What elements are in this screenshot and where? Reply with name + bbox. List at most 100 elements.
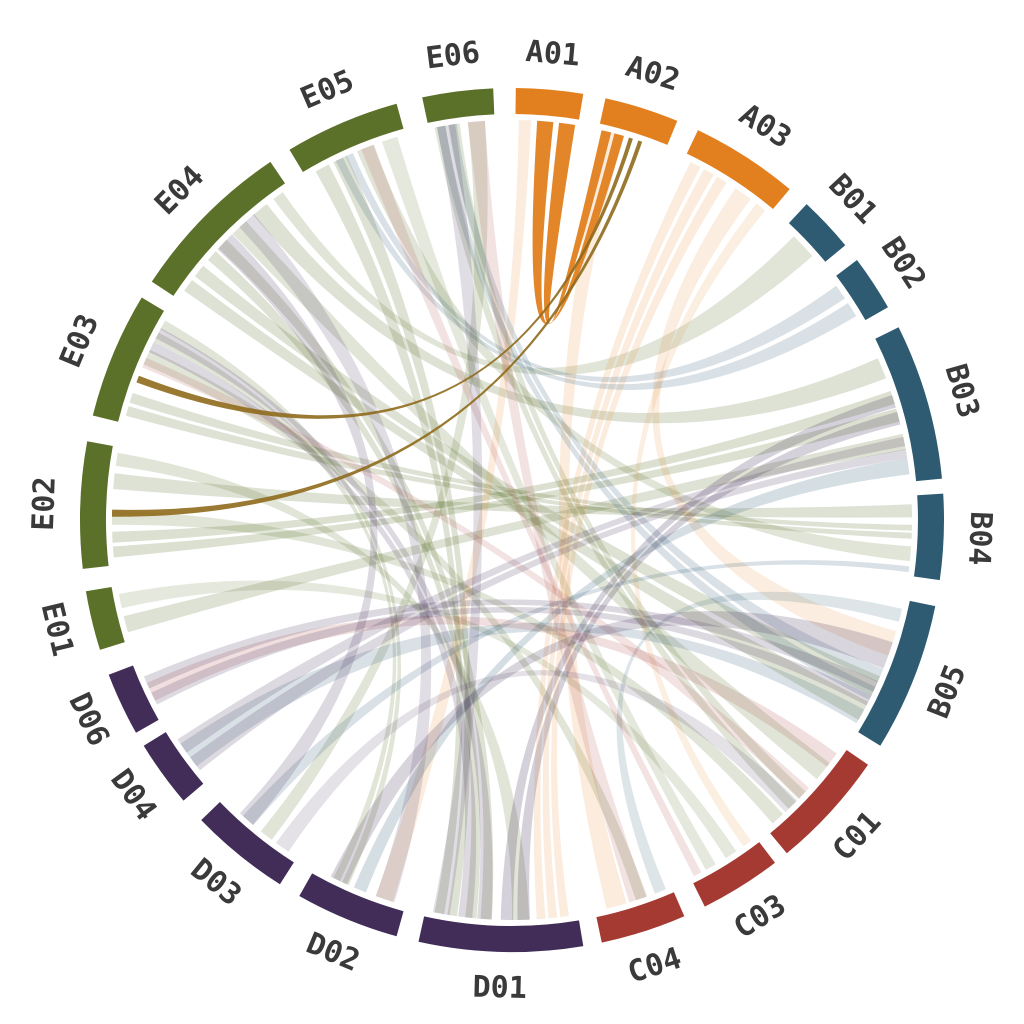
chord-E01-C03 xyxy=(118,580,737,859)
arc-C04 xyxy=(596,892,685,943)
arc-A01 xyxy=(515,88,584,120)
arc-label-A02: A02 xyxy=(622,49,684,99)
chord-A03-C03 xyxy=(630,203,766,847)
arc-label-A03: A03 xyxy=(733,97,798,156)
arc-label-D06: D06 xyxy=(61,688,116,752)
chord-E01-B03 xyxy=(123,433,906,633)
arc-D04 xyxy=(143,732,204,801)
chord-E04-B01 xyxy=(273,192,813,376)
chord-strand xyxy=(335,157,857,390)
chord-strand xyxy=(500,395,896,921)
arc-B05 xyxy=(858,600,936,746)
chord-strand xyxy=(543,122,612,324)
arc-label-C04: C04 xyxy=(624,941,686,991)
chord-strand xyxy=(432,124,483,916)
arc-E01 xyxy=(85,587,125,650)
chord-A02-C04 xyxy=(558,131,627,909)
arc-C01 xyxy=(770,750,868,854)
arc-D03 xyxy=(201,802,294,885)
chord-strand xyxy=(361,144,702,877)
arc-label-E04: E04 xyxy=(148,159,211,222)
arc-label-D04: D04 xyxy=(103,763,163,827)
chord-E04-C01 xyxy=(232,221,830,780)
chord-D03-C01 xyxy=(276,670,798,852)
arc-label-B05: B05 xyxy=(921,660,973,723)
chord-strand xyxy=(558,131,627,909)
chord-strand xyxy=(467,120,647,903)
arc-label-D01: D01 xyxy=(472,970,527,1006)
chord-strand xyxy=(357,144,912,562)
arc-E03 xyxy=(92,297,164,422)
arc-label-E02: E02 xyxy=(26,476,63,531)
chord-D06-B05 xyxy=(143,599,878,706)
chord-strand xyxy=(616,591,902,894)
chord-C04-E06 xyxy=(467,120,647,903)
chord-B05-D04 xyxy=(180,622,865,767)
chord-D02-E04 xyxy=(239,214,432,903)
chord-strand xyxy=(217,234,378,825)
arc-A03 xyxy=(686,130,790,209)
arc-D02 xyxy=(299,873,404,937)
chord-D01-E03 xyxy=(149,328,493,920)
arc-label-B01: B01 xyxy=(822,168,885,231)
chord-strand xyxy=(532,120,624,325)
chord-strand xyxy=(330,611,893,885)
chord-strand xyxy=(232,221,830,780)
chord-strand xyxy=(180,622,865,767)
chord-B02-E05 xyxy=(335,153,857,390)
chord-A02-E03 xyxy=(136,137,633,419)
chord-A01-A02 xyxy=(532,120,624,325)
arc-E06 xyxy=(422,88,495,123)
chord-strand xyxy=(382,136,716,870)
arc-label-E03: E03 xyxy=(53,309,106,372)
arc-A02 xyxy=(599,98,678,145)
chord-strand xyxy=(184,280,869,720)
arc-label-E06: E06 xyxy=(424,35,482,77)
arc-label-E01: E01 xyxy=(34,599,81,660)
chord-E02-B04 xyxy=(113,473,912,518)
chord-strand xyxy=(630,203,766,847)
chord-B05-C04 xyxy=(616,591,902,894)
chord-D02-B05 xyxy=(330,611,893,885)
chord-D01-E06 xyxy=(432,124,483,916)
chord-strand xyxy=(239,214,432,903)
arc-D01 xyxy=(418,916,584,953)
arc-C03 xyxy=(693,842,775,907)
chord-strand xyxy=(123,433,906,633)
arc-D06 xyxy=(108,665,159,733)
chord-E05-D01 xyxy=(315,155,471,917)
chord-strand xyxy=(149,341,477,918)
arc-label-B03: B03 xyxy=(938,360,987,422)
arc-E05 xyxy=(289,103,404,172)
chord-D01-B03 xyxy=(500,395,901,921)
arc-label-D03: D03 xyxy=(184,852,248,913)
chord-strand xyxy=(194,265,881,696)
chord-strand xyxy=(315,164,463,915)
chord-strand xyxy=(113,473,912,518)
arc-label-A01: A01 xyxy=(524,34,581,74)
chord-strand xyxy=(151,606,872,706)
chord-E04-B05 xyxy=(184,265,881,720)
chord-D03-E04 xyxy=(217,234,378,825)
chord-strand xyxy=(143,599,878,692)
chord-C03-E05 xyxy=(361,144,702,877)
chord-E05-B04 xyxy=(357,144,912,562)
chord-strand xyxy=(276,670,798,852)
arc-E04 xyxy=(151,161,285,296)
arc-E02 xyxy=(80,441,113,569)
arc-label-D02: D02 xyxy=(301,926,364,979)
chord-strand xyxy=(273,192,813,376)
arc-label-B04: B04 xyxy=(961,511,998,567)
arc-label-C03: C03 xyxy=(728,888,793,946)
arc-B02 xyxy=(836,260,888,321)
arc-B01 xyxy=(788,204,846,262)
chord-strand xyxy=(118,580,737,859)
chord-strand xyxy=(333,155,471,917)
chord-strand xyxy=(652,188,897,656)
arc-label-E05: E05 xyxy=(296,63,360,117)
arc-B04 xyxy=(914,493,945,581)
chord-A03-B05 xyxy=(652,188,897,656)
chord-E02-B03 xyxy=(112,391,900,558)
